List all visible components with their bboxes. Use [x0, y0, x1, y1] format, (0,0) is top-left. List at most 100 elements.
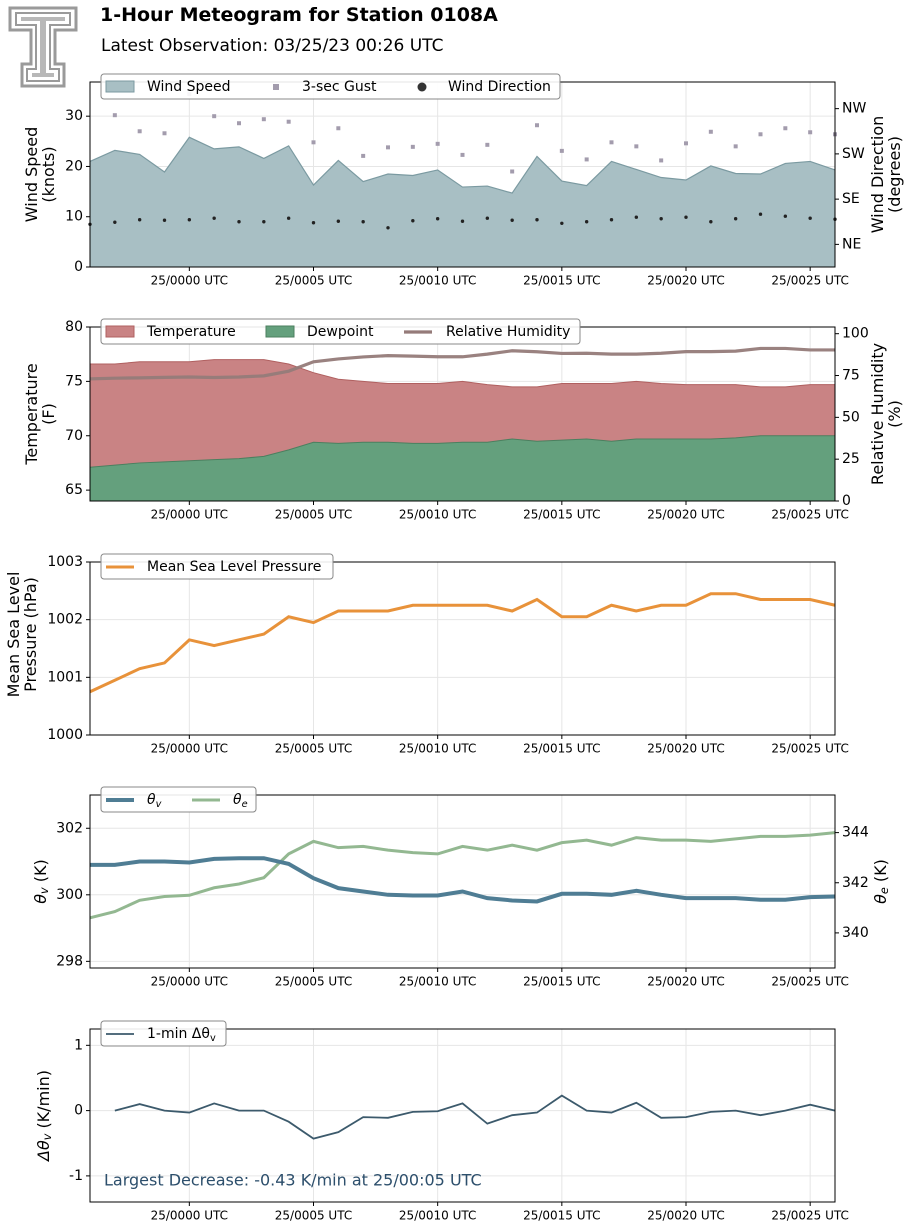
wind-direction-marker — [212, 216, 216, 220]
wind-direction-marker — [560, 221, 564, 225]
dewpoint-area — [90, 435, 835, 501]
y-tick-label: 300 — [56, 887, 83, 903]
gust-marker — [336, 126, 341, 131]
x-tick-label: 25/0025 UTC — [771, 508, 848, 522]
wind-direction-marker — [485, 216, 490, 220]
legend-label: Dewpoint — [307, 324, 374, 340]
wind-chart: 25/0000 UTC 25/0005 UTC 25/0010 UTC 25/0015… — [22, 73, 904, 288]
y-axis-label: (F) — [39, 403, 58, 425]
page-title: 1-Hour Meteogram for Station 0108A — [100, 4, 498, 26]
gust-marker — [634, 144, 639, 149]
gust-marker — [559, 148, 564, 153]
y2-axis-label: Wind Direction — [868, 116, 887, 234]
x-tick-label: 25/0015 UTC — [523, 742, 600, 756]
legend-label: 1-min Δθv — [147, 1026, 216, 1044]
wind-speed-line — [89, 136, 836, 194]
gust-marker — [584, 157, 589, 162]
y2-tick-label: 50 — [842, 409, 860, 425]
theta-e-line — [89, 831, 836, 920]
x-tick-label: 25/0020 UTC — [647, 742, 724, 756]
legend-swatch — [417, 82, 427, 92]
wind-direction-marker — [435, 217, 440, 221]
y-tick-label: 298 — [56, 953, 83, 969]
header: 1-Hour Meteogram for Station 0108A Lates… — [0, 0, 913, 95]
gust-marker — [261, 117, 266, 122]
wind-direction-marker — [336, 219, 341, 223]
wind-direction-marker — [535, 218, 539, 222]
y-axis-label: (knots) — [39, 146, 58, 202]
gust-marker — [609, 140, 614, 145]
y-tick-label: 30 — [65, 108, 83, 124]
wind-direction-marker — [137, 218, 142, 222]
y-tick-label: 1002 — [47, 612, 83, 628]
legend-label: Relative Humidity — [446, 324, 570, 340]
y-tick-label: 1001 — [47, 669, 83, 685]
x-tick-label: 25/0005 UTC — [275, 742, 352, 756]
legend-swatch — [105, 80, 135, 93]
legend-label: 3-sec Gust — [302, 79, 377, 95]
y-axis-label: Mean Sea Level — [4, 572, 23, 698]
y2-axis-label: (%) — [885, 400, 904, 428]
y2-tick-label: 75 — [842, 368, 860, 384]
y-tick-label: 1 — [74, 1037, 83, 1053]
legend-swatch — [105, 325, 135, 338]
wind-direction-marker — [361, 220, 365, 224]
gust-marker — [137, 129, 142, 134]
wind-direction-marker — [286, 216, 291, 220]
y-tick-label: 0 — [74, 259, 83, 275]
legend — [100, 553, 334, 580]
x-tick-label: 25/0010 UTC — [399, 975, 476, 989]
y2-axis-label: (degrees) — [885, 136, 904, 213]
gust-marker — [212, 114, 217, 119]
gust-marker — [112, 113, 117, 118]
x-tick-label: 25/0020 UTC — [647, 274, 724, 288]
gust-marker — [162, 131, 167, 136]
wind-direction-marker — [733, 217, 738, 221]
y-tick-label: 70 — [65, 428, 83, 444]
gust-marker — [510, 169, 515, 174]
x-tick-label: 25/0005 UTC — [275, 508, 352, 522]
y2-tick-label: 0 — [842, 493, 851, 509]
x-tick-label: 25/0025 UTC — [771, 975, 848, 989]
y-axis-label: Δθv (K/min) — [34, 1070, 55, 1163]
largest-decrease-annotation: Largest Decrease: -0.43 K/min at 25/00:0… — [104, 1171, 482, 1190]
wind-direction-marker — [609, 218, 614, 222]
gust-marker — [311, 140, 316, 145]
wind-direction-marker — [386, 226, 390, 230]
plot-frame — [89, 561, 836, 736]
gust-marker — [733, 144, 738, 149]
legend-label: Temperature — [146, 324, 236, 340]
delta-theta-line — [114, 1094, 836, 1140]
x-tick-label: 25/0000 UTC — [151, 274, 228, 288]
wind-direction-marker — [808, 216, 812, 220]
y2-tick-label: 344 — [842, 825, 869, 841]
wind-direction-marker — [709, 220, 713, 224]
gust-marker — [684, 141, 688, 146]
x-tick-label: 25/0015 UTC — [523, 274, 600, 288]
gust-marker — [808, 130, 813, 135]
x-tick-label: 25/0020 UTC — [647, 975, 724, 989]
x-tick-label: 25/0005 UTC — [275, 975, 352, 989]
legend-label: θe — [233, 792, 248, 810]
x-tick-label: 25/0010 UTC — [399, 274, 476, 288]
x-tick-label: 25/0000 UTC — [151, 508, 228, 522]
y-tick-label: -1 — [69, 1168, 83, 1184]
y2-tick-label: SW — [842, 146, 865, 162]
gust-marker — [410, 144, 415, 149]
x-tick-label: 25/0025 UTC — [771, 1209, 848, 1223]
y2-axis-label: θe (K) — [871, 859, 892, 904]
legend — [100, 786, 257, 813]
y2-tick-label: NE — [842, 236, 861, 252]
y-tick-label: 1003 — [47, 554, 83, 570]
wind-direction-marker — [659, 217, 663, 221]
plot-frame — [89, 794, 836, 969]
legend-label: Wind Direction — [448, 79, 551, 95]
x-tick-label: 25/0000 UTC — [151, 742, 228, 756]
wind-speed-area — [90, 137, 835, 267]
wind-direction-marker — [584, 220, 589, 224]
texas-tech-logo-icon — [8, 6, 78, 88]
y2-axis-label: Relative Humidity — [868, 343, 887, 485]
x-tick-label: 25/0005 UTC — [275, 274, 352, 288]
wind-direction-marker — [113, 220, 117, 224]
x-tick-label: 25/0025 UTC — [771, 274, 848, 288]
